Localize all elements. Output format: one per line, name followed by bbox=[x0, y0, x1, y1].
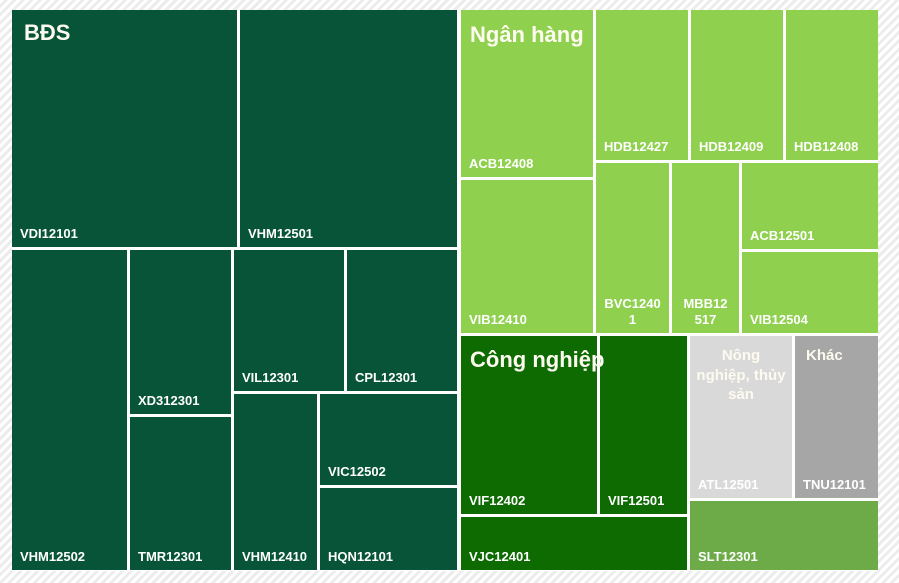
tile-label: HDB12409 bbox=[699, 138, 764, 154]
tile-label: SLT12301 bbox=[698, 548, 758, 564]
tile-vif12402[interactable]: VIF12402 bbox=[461, 336, 597, 514]
section-header-cong-nghiep: Công nghiệp bbox=[470, 347, 605, 372]
tile-label: BVC12401 bbox=[604, 295, 661, 327]
tile-label: TNU12101 bbox=[803, 476, 866, 492]
tile-vif12501[interactable]: VIF12501 bbox=[600, 336, 687, 514]
tile-label: MBB12517 bbox=[683, 295, 728, 327]
tile-label: VJC12401 bbox=[469, 548, 531, 564]
tile-label: VIC12502 bbox=[328, 463, 386, 479]
tile-label: XD312301 bbox=[138, 392, 200, 408]
tile-label: ATL12501 bbox=[698, 476, 759, 492]
tile-vdi12101[interactable]: VDI12101 bbox=[12, 10, 237, 247]
tile-label: HDB12408 bbox=[794, 138, 859, 154]
tile-label: VHM12410 bbox=[242, 548, 308, 564]
tile-label: VIL12301 bbox=[242, 369, 299, 385]
tile-bvc12401[interactable]: BVC12401 bbox=[596, 163, 669, 333]
tile-acb12501[interactable]: ACB12501 bbox=[742, 163, 878, 249]
tile-acb12408[interactable]: ACB12408 bbox=[461, 10, 593, 177]
tile-slt12301[interactable]: SLT12301 bbox=[690, 501, 878, 570]
tile-label: VDI12101 bbox=[20, 225, 78, 241]
section-header-khac: Khác bbox=[806, 347, 843, 364]
section-header-bds: BĐS bbox=[24, 20, 71, 45]
tile-label: VIF12402 bbox=[469, 492, 526, 508]
tile-hdb12409[interactable]: HDB12409 bbox=[691, 10, 783, 160]
tile-mbb12517[interactable]: MBB12517 bbox=[672, 163, 739, 333]
tile-vib12504[interactable]: VIB12504 bbox=[742, 252, 878, 333]
tile-cpl12301[interactable]: CPL12301 bbox=[347, 250, 457, 391]
tile-vil12301[interactable]: VIL12301 bbox=[234, 250, 344, 391]
section-header-nong-nghiep-thuy-san: Nông nghiệp, thủy sản bbox=[696, 347, 786, 403]
tile-label: VIB12504 bbox=[750, 311, 808, 327]
tile-vib12410[interactable]: VIB12410 bbox=[461, 180, 593, 333]
tile-label: VHM12502 bbox=[20, 548, 86, 564]
tile-label: CPL12301 bbox=[355, 369, 418, 385]
tile-hqn12101[interactable]: HQN12101 bbox=[320, 488, 457, 570]
tile-label: TMR12301 bbox=[138, 548, 203, 564]
tile-label: ACB12408 bbox=[469, 155, 534, 171]
section-header-ngan-hang: Ngân hàng bbox=[470, 22, 584, 47]
tile-vhm12410[interactable]: VHM12410 bbox=[234, 394, 317, 570]
tile-label: VHM12501 bbox=[248, 225, 314, 241]
tile-label: HQN12101 bbox=[328, 548, 394, 564]
tile-vjc12401[interactable]: VJC12401 bbox=[461, 517, 687, 570]
tile-tnu12101[interactable]: TNU12101 bbox=[795, 336, 878, 498]
tile-vhm12501[interactable]: VHM12501 bbox=[240, 10, 457, 247]
tile-tmr12301[interactable]: TMR12301 bbox=[130, 417, 231, 570]
tile-xd312301[interactable]: XD312301 bbox=[130, 250, 231, 414]
tile-label: HDB12427 bbox=[604, 138, 669, 154]
tile-atl12501[interactable]: ATL12501 bbox=[690, 336, 792, 498]
tile-vhm12502[interactable]: VHM12502 bbox=[12, 250, 127, 570]
tile-label: VIF12501 bbox=[608, 492, 665, 508]
tile-label: VIB12410 bbox=[469, 311, 527, 327]
tile-hdb12427[interactable]: HDB12427 bbox=[596, 10, 688, 160]
tile-hdb12408[interactable]: HDB12408 bbox=[786, 10, 878, 160]
tile-vic12502[interactable]: VIC12502 bbox=[320, 394, 457, 485]
tile-label: ACB12501 bbox=[750, 227, 815, 243]
